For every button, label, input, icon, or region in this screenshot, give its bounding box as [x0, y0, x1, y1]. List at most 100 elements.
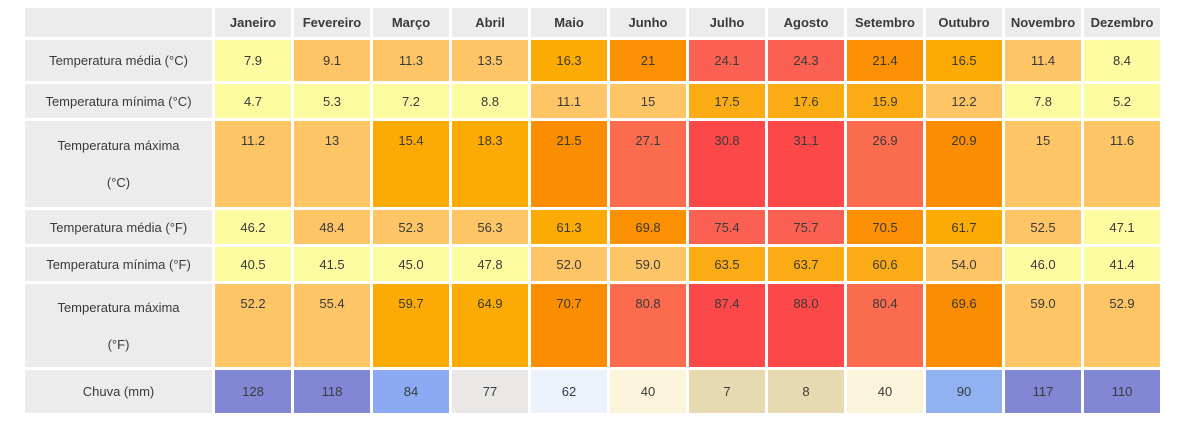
value-cell: 21.4 [847, 40, 923, 81]
value-cell: 26.9 [847, 121, 923, 207]
month-header-julho: Julho [689, 8, 765, 37]
value-cell: 62 [531, 370, 607, 413]
value-cell: 7.9 [215, 40, 291, 81]
month-header-junho: Junho [610, 8, 686, 37]
month-header-janeiro: Janeiro [215, 8, 291, 37]
corner-cell [25, 8, 212, 37]
row-label: Temperatura mínima (°F) [25, 247, 212, 281]
value-cell: 11.1 [531, 84, 607, 118]
value-cell: 47.8 [452, 247, 528, 281]
value-cell: 4.7 [215, 84, 291, 118]
value-cell: 8.4 [1084, 40, 1160, 81]
value-cell: 15.9 [847, 84, 923, 118]
row-label: Chuva (mm) [25, 370, 212, 413]
value-cell: 75.4 [689, 210, 765, 244]
value-cell: 80.4 [847, 284, 923, 367]
month-header-abril: Abril [452, 8, 528, 37]
value-cell: 59.0 [1005, 284, 1081, 367]
value-cell: 40 [847, 370, 923, 413]
value-cell: 15 [610, 84, 686, 118]
row-label-line1: Temperatura máxima [57, 299, 180, 315]
value-cell: 45.0 [373, 247, 449, 281]
value-cell: 87.4 [689, 284, 765, 367]
value-cell: 17.6 [768, 84, 844, 118]
value-cell: 5.3 [294, 84, 370, 118]
value-cell: 47.1 [1084, 210, 1160, 244]
value-cell: 48.4 [294, 210, 370, 244]
row-label: Temperatura média (°C) [25, 40, 212, 81]
value-cell: 11.2 [215, 121, 291, 207]
value-cell: 90 [926, 370, 1002, 413]
row-label: Temperatura máxima (°F) [25, 284, 212, 367]
month-header-setembro: Setembro [847, 8, 923, 37]
value-cell: 20.9 [926, 121, 1002, 207]
row-temp-media-c: Temperatura média (°C) 7.9 9.1 11.3 13.5… [25, 40, 1160, 81]
value-cell: 69.6 [926, 284, 1002, 367]
value-cell: 60.6 [847, 247, 923, 281]
value-cell: 5.2 [1084, 84, 1160, 118]
row-temp-maxima-c: Temperatura máxima (°C) 11.2 13 15.4 18.… [25, 121, 1160, 207]
value-cell: 15 [1005, 121, 1081, 207]
value-cell: 9.1 [294, 40, 370, 81]
value-cell: 17.5 [689, 84, 765, 118]
value-cell: 13 [294, 121, 370, 207]
value-cell: 41.4 [1084, 247, 1160, 281]
month-header-maio: Maio [531, 8, 607, 37]
row-label: Temperatura máxima (°C) [25, 121, 212, 207]
month-header-novembro: Novembro [1005, 8, 1081, 37]
row-label-line1: Temperatura máxima [57, 138, 180, 153]
header-row: Janeiro Fevereiro Março Abril Maio Junho… [25, 8, 1160, 37]
value-cell: 31.1 [768, 121, 844, 207]
value-cell: 77 [452, 370, 528, 413]
value-cell: 56.3 [452, 210, 528, 244]
value-cell: 11.6 [1084, 121, 1160, 207]
value-cell: 12.2 [926, 84, 1002, 118]
value-cell: 40 [610, 370, 686, 413]
value-cell: 24.1 [689, 40, 765, 81]
value-cell: 24.3 [768, 40, 844, 81]
value-cell: 40.5 [215, 247, 291, 281]
value-cell: 16.5 [926, 40, 1002, 81]
value-cell: 52.5 [1005, 210, 1081, 244]
value-cell: 59.0 [610, 247, 686, 281]
value-cell: 21 [610, 40, 686, 81]
value-cell: 8 [768, 370, 844, 413]
row-label-line2: (°C) [106, 175, 131, 190]
value-cell: 88.0 [768, 284, 844, 367]
value-cell: 46.0 [1005, 247, 1081, 281]
month-header-outubro: Outubro [926, 8, 1002, 37]
value-cell: 59.7 [373, 284, 449, 367]
value-cell: 69.8 [610, 210, 686, 244]
value-cell: 54.0 [926, 247, 1002, 281]
value-cell: 118 [294, 370, 370, 413]
row-temp-minima-c: Temperatura mínima (°C) 4.7 5.3 7.2 8.8 … [25, 84, 1160, 118]
value-cell: 110 [1084, 370, 1160, 413]
value-cell: 27.1 [610, 121, 686, 207]
value-cell: 46.2 [215, 210, 291, 244]
value-cell: 117 [1005, 370, 1081, 413]
value-cell: 63.7 [768, 247, 844, 281]
value-cell: 70.7 [531, 284, 607, 367]
value-cell: 18.3 [452, 121, 528, 207]
value-cell: 55.4 [294, 284, 370, 367]
value-cell: 41.5 [294, 247, 370, 281]
value-cell: 7.8 [1005, 84, 1081, 118]
value-cell: 61.7 [926, 210, 1002, 244]
value-cell: 75.7 [768, 210, 844, 244]
value-cell: 13.5 [452, 40, 528, 81]
value-cell: 16.3 [531, 40, 607, 81]
value-cell: 52.9 [1084, 284, 1160, 367]
month-header-agosto: Agosto [768, 8, 844, 37]
value-cell: 52.2 [215, 284, 291, 367]
month-header-fevereiro: Fevereiro [294, 8, 370, 37]
value-cell: 64.9 [452, 284, 528, 367]
climate-table: Janeiro Fevereiro Março Abril Maio Junho… [22, 5, 1163, 416]
value-cell: 63.5 [689, 247, 765, 281]
value-cell: 84 [373, 370, 449, 413]
month-header-dezembro: Dezembro [1084, 8, 1160, 37]
month-header-marco: Março [373, 8, 449, 37]
value-cell: 15.4 [373, 121, 449, 207]
value-cell: 80.8 [610, 284, 686, 367]
value-cell: 11.3 [373, 40, 449, 81]
row-temp-media-f: Temperatura média (°F) 46.2 48.4 52.3 56… [25, 210, 1160, 244]
